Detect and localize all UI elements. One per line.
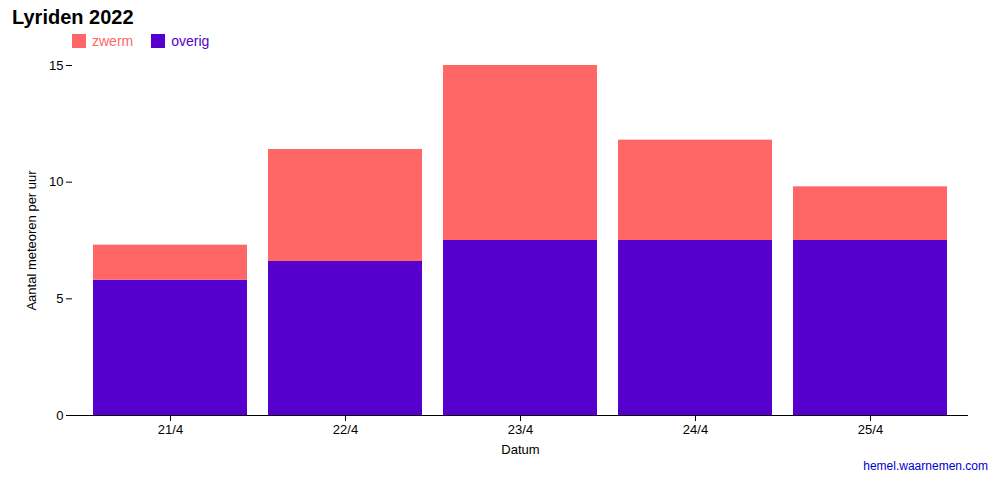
html-text:hemel.waarnemen.com: hemel.waarnemen.com: [863, 459, 988, 473]
svg-text:Aantal meteoren per uur: Aantal meteoren per uur: [24, 170, 39, 311]
svg-text:5: 5: [56, 291, 63, 306]
html-text:zwerm: zwerm: [92, 33, 134, 49]
svg-text:23/4: 23/4: [508, 422, 533, 437]
svg-text:24/4: 24/4: [683, 422, 708, 437]
svg-text:25/4: 25/4: [858, 422, 883, 437]
svg-text:0: 0: [56, 408, 63, 423]
svg-text:Datum: Datum: [501, 442, 539, 457]
html-text:overig: overig: [171, 33, 210, 49]
svg-text:10: 10: [49, 174, 63, 189]
svg-text:21/4: 21/4: [158, 422, 183, 437]
html-text:Lyriden 2022: Lyriden 2022: [12, 6, 134, 28]
svg-text:22/4: 22/4: [333, 422, 358, 437]
svg-text:15: 15: [49, 58, 63, 73]
